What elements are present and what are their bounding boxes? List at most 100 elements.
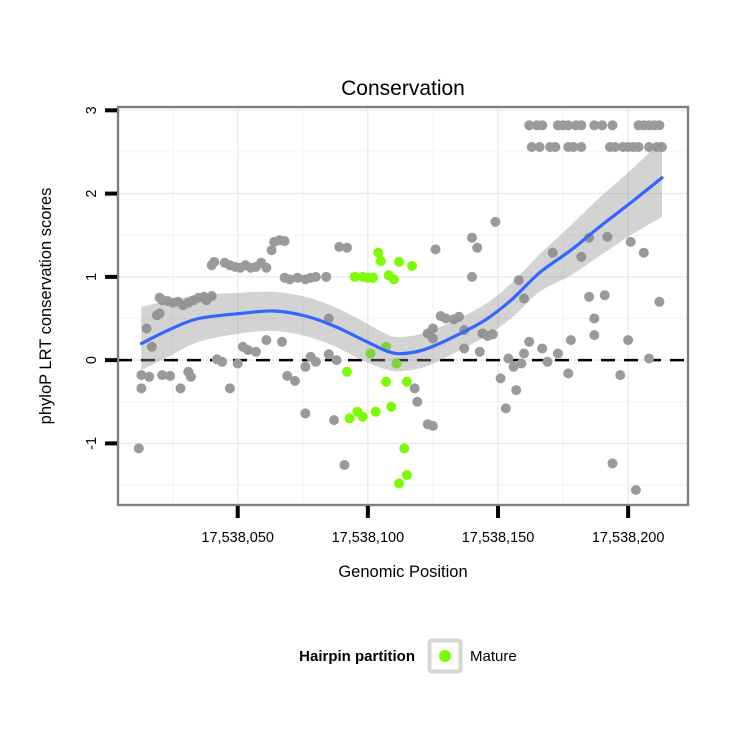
data-point xyxy=(654,296,665,307)
data-point xyxy=(524,120,535,131)
data-point xyxy=(576,142,587,152)
data-point xyxy=(243,345,254,356)
data-point xyxy=(279,236,290,247)
data-point xyxy=(440,313,451,324)
data-point xyxy=(610,142,621,152)
data-point xyxy=(657,142,667,152)
data-point xyxy=(321,271,332,282)
data-point xyxy=(300,408,311,419)
data-point xyxy=(459,343,470,354)
data-point xyxy=(534,142,545,152)
data-point xyxy=(185,371,196,382)
data-point xyxy=(175,383,186,394)
data-point xyxy=(654,120,665,131)
data-point xyxy=(206,291,217,301)
data-point xyxy=(232,358,243,369)
y-axis-title: phyloP LRT conservation scores xyxy=(37,188,55,425)
data-point xyxy=(407,261,418,271)
data-point xyxy=(157,370,168,381)
data-point xyxy=(136,370,147,381)
y-tick-label: 2 xyxy=(84,190,100,198)
data-point xyxy=(391,358,402,369)
data-point xyxy=(511,385,522,396)
data-point xyxy=(224,383,235,394)
data-point xyxy=(323,313,334,324)
data-point xyxy=(597,120,608,131)
data-point xyxy=(589,120,600,131)
data-point xyxy=(599,290,610,301)
data-point xyxy=(141,323,152,334)
data-point xyxy=(344,413,355,424)
data-point xyxy=(339,460,350,470)
data-point xyxy=(342,366,352,377)
data-point xyxy=(563,368,574,379)
data-point xyxy=(565,335,576,346)
data-point xyxy=(500,403,511,414)
x-tick-label: 17,538,050 xyxy=(201,530,274,546)
data-point xyxy=(625,236,636,247)
data-point xyxy=(412,396,423,407)
ribbon-area xyxy=(141,140,662,372)
data-point xyxy=(331,355,342,366)
scatter-points xyxy=(133,120,667,495)
y-tick-label: 0 xyxy=(84,356,100,364)
data-point xyxy=(537,343,548,354)
data-point xyxy=(454,311,464,322)
data-point xyxy=(467,232,477,243)
data-point xyxy=(519,293,529,304)
data-point xyxy=(290,375,300,386)
smooth-line xyxy=(139,176,664,356)
data-point xyxy=(474,346,485,357)
data-point xyxy=(154,308,165,319)
data-point xyxy=(526,142,537,152)
data-point xyxy=(136,383,147,394)
data-point xyxy=(409,383,420,394)
data-point xyxy=(342,242,352,253)
data-point xyxy=(399,443,410,454)
chart-title: Conservation xyxy=(341,77,465,100)
data-point xyxy=(552,348,563,359)
data-point xyxy=(261,262,272,273)
data-point xyxy=(375,256,386,266)
data-point xyxy=(490,216,501,227)
data-point xyxy=(644,142,654,152)
data-point xyxy=(427,323,438,334)
data-point xyxy=(427,420,438,431)
data-point xyxy=(310,356,321,367)
data-point xyxy=(386,401,397,412)
data-point xyxy=(284,274,295,285)
legend-title: Hairpin partition xyxy=(299,648,415,665)
data-point xyxy=(633,142,644,152)
x-axis-title: Genomic Position xyxy=(338,563,467,581)
data-point xyxy=(133,443,144,454)
data-point xyxy=(165,370,176,381)
data-point xyxy=(310,271,321,282)
data-point xyxy=(323,349,334,360)
y-tick-label: 1 xyxy=(84,273,100,281)
x-tick-label: 17,538,150 xyxy=(462,530,535,546)
x-tick-label: 17,538,200 xyxy=(592,530,665,546)
data-point xyxy=(584,291,595,302)
data-point xyxy=(568,142,579,152)
data-point xyxy=(508,361,519,372)
data-point xyxy=(357,411,368,422)
data-point xyxy=(607,458,618,469)
legend-item-label: Mature xyxy=(470,648,517,665)
data-point xyxy=(261,335,272,346)
data-point xyxy=(329,415,339,426)
data-point xyxy=(519,348,529,359)
data-point xyxy=(368,272,379,283)
data-point xyxy=(550,142,561,152)
data-point xyxy=(630,485,641,495)
data-point xyxy=(266,245,277,256)
data-point xyxy=(373,247,384,258)
data-point xyxy=(644,353,654,364)
data-point xyxy=(209,256,220,267)
data-point xyxy=(589,313,600,324)
data-point xyxy=(602,231,613,242)
data-point xyxy=(503,353,514,364)
data-point xyxy=(292,272,303,283)
data-point xyxy=(563,120,574,131)
data-point xyxy=(430,244,441,255)
x-tick-label: 17,538,100 xyxy=(332,530,405,546)
